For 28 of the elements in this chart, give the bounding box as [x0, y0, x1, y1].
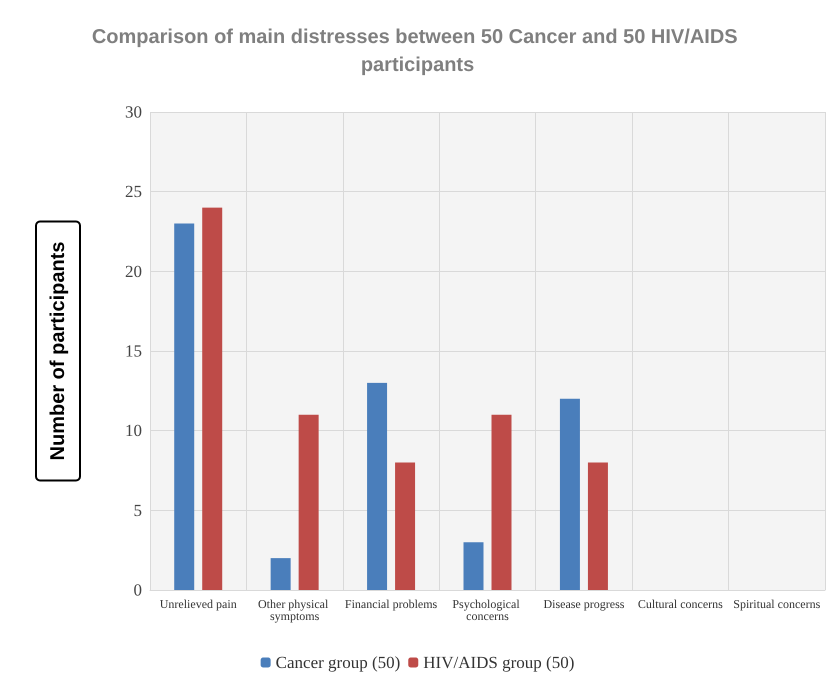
x-tick-label: Unrelieved pain [160, 597, 237, 611]
y-tick-label: 0 [134, 580, 142, 600]
y-tick-label: 5 [134, 500, 142, 520]
bar [174, 224, 194, 590]
bar [464, 542, 484, 590]
legend-label: HIV/AIDS group (50) [423, 653, 574, 672]
bar [492, 414, 512, 590]
bar [270, 558, 291, 590]
y-tick-label: 30 [125, 102, 142, 122]
y-axis-title: Number of participants [47, 242, 69, 460]
y-tick-label: 20 [125, 262, 142, 281]
bar [588, 462, 608, 590]
x-tick-label: Financial problems [344, 597, 438, 611]
x-tick-label: Psychological concerns [452, 597, 523, 623]
legend-label: Cancer group (50) [276, 653, 400, 672]
x-tick-label: Spiritual concerns [733, 597, 821, 611]
y-tick-label: 15 [125, 342, 142, 360]
chart-title: Comparison of main distresses between 50 Cancer and 50 HIV/AIDS participants [92, 26, 744, 76]
bar [298, 414, 319, 590]
bar [395, 462, 416, 590]
y-tick-label: 10 [125, 421, 142, 440]
y-tick-label: 25 [125, 182, 142, 202]
bar [560, 398, 580, 590]
x-tick-label: Disease progress [543, 597, 625, 611]
x-tick-label: Cultural concerns [638, 597, 724, 611]
bar [202, 208, 222, 590]
bar [367, 382, 388, 590]
x-tick-label: Other physical symptoms [258, 597, 332, 623]
